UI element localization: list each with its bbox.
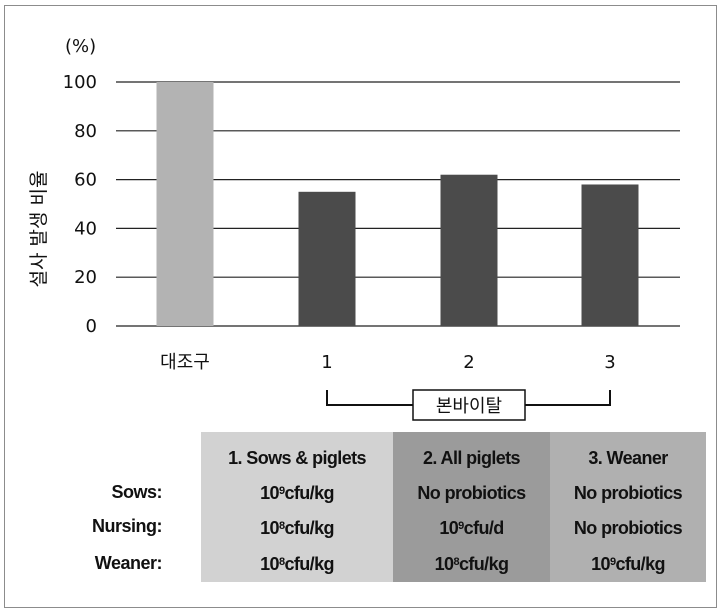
bar-chart: (%) 0 20 40 60 80 100 대조구 1 2 3 설사 발생 비율 본바이탈 — [28, 36, 680, 421]
y-unit-label: (%) — [65, 36, 96, 57]
bar-3 — [581, 184, 639, 326]
table-cell-r3-c3: 10 9 cfu/kg — [591, 553, 665, 574]
table-cell-r2-c1: 10 8 cfu/kg — [260, 517, 334, 538]
y-tick-0: 0 — [86, 316, 97, 337]
bracket-group: 본바이탈 — [326, 389, 611, 421]
y-tick-40: 40 — [74, 218, 97, 239]
row-label-sows: Sows: — [111, 482, 162, 502]
table-column-bg-2 — [393, 432, 550, 582]
bar-2 — [440, 174, 498, 326]
x-tick-3: 3 — [604, 352, 615, 373]
table-column-bg-3 — [550, 432, 706, 582]
table-cell-r1-c1: 10 9 cfu/kg — [260, 482, 334, 503]
table-header-1: 1. Sows & piglets — [228, 447, 366, 468]
row-label-weaner: Weaner: — [94, 553, 163, 573]
y-tick-80: 80 — [74, 121, 97, 142]
y-tick-60: 60 — [74, 170, 97, 191]
table-cell-r3-c1: 10 8 cfu/kg — [260, 553, 334, 574]
x-tick-1: 1 — [321, 352, 332, 373]
table-column-bg-1 — [201, 432, 393, 582]
table-cell-r1-c2: No probiotics — [417, 482, 526, 503]
table-cell-r3-c2: 10 8 cfu/kg — [434, 553, 509, 574]
bar-control — [156, 82, 214, 326]
table-header-3: 3. Weaner — [588, 447, 668, 468]
x-tick-control: 대조구 — [160, 352, 210, 373]
bracket-label: 본바이탈 — [436, 396, 502, 417]
row-label-nursing: Nursing: — [92, 516, 163, 536]
table-header-2: 2. All piglets — [423, 447, 521, 468]
bracket-label-box — [412, 389, 526, 421]
y-tick-100: 100 — [63, 72, 97, 93]
x-tick-2: 2 — [463, 352, 474, 373]
table-cell-r2-c3: No probiotics — [573, 517, 683, 538]
y-tick-20: 20 — [74, 267, 97, 288]
table-cell-r2-c2: 10 9 cfu/d — [439, 517, 504, 538]
bar-1 — [298, 191, 356, 326]
table-cell-r1-c3: No probiotics — [573, 482, 683, 503]
y-axis-label: 설사 발생 비율 — [28, 171, 50, 288]
figure-frame — [4, 5, 717, 608]
